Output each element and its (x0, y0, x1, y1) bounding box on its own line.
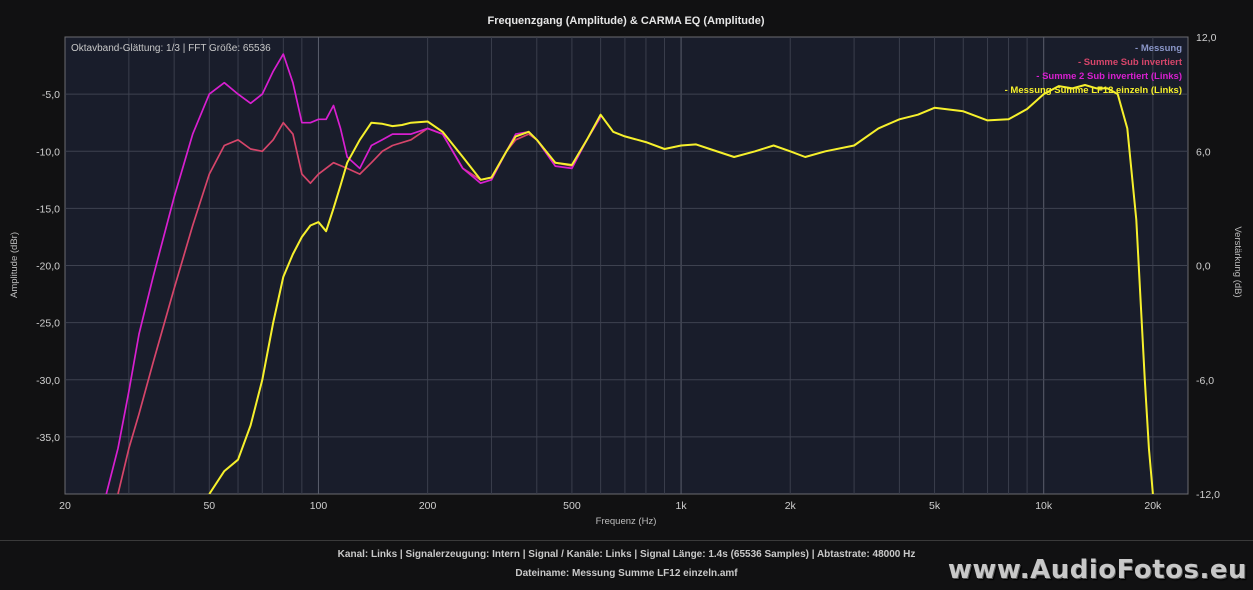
frequency-response-chart: Frequenzgang (Amplitude) & CARMA EQ (Amp… (9, 15, 1243, 527)
series-line-3 (208, 84, 1154, 494)
watermark-logo: www.AudioFotos.eu (947, 555, 1247, 585)
y2-tick-label: 0,0 (1196, 261, 1211, 273)
x-tick-label: 20k (1144, 500, 1162, 512)
legend-entry: - Messung Summe LF12 einzeln (Links) (1005, 85, 1182, 96)
y-tick-label: -10,0 (36, 146, 60, 158)
y2-tick-label: 6,0 (1196, 146, 1211, 158)
chart-title: Frequenzgang (Amplitude) & CARMA EQ (Amp… (487, 15, 764, 27)
y-tick-label: -35,0 (36, 432, 60, 444)
x-axis-label: Frequenz (Hz) (596, 516, 657, 527)
footer: Kanal: Links | Signalerzeugung: Intern |… (0, 540, 1253, 590)
x-tick-label: 500 (563, 500, 581, 512)
y2-tick-label: 12,0 (1196, 32, 1217, 44)
y-tick-label: -20,0 (36, 261, 60, 273)
y-tick-label: -15,0 (36, 203, 60, 215)
grid-lines (65, 37, 1188, 494)
y-axis-label: Amplitude (dBr) (9, 232, 20, 298)
series-line-1 (117, 116, 602, 494)
legend-entry: - Summe Sub invertiert (1078, 57, 1183, 68)
x-tick-label: 50 (203, 500, 215, 512)
y2-tick-label: -6,0 (1196, 375, 1214, 387)
x-tick-label: 20 (59, 500, 71, 512)
x-tick-label: 10k (1035, 500, 1053, 512)
legend: - Messung - Summe Sub invertiert - Summe 2… (1005, 43, 1183, 96)
smoothing-info: Oktavband-Glättung: 1/3 | FFT Größe: 655… (71, 43, 271, 54)
y-tick-labels: -5,0 -10,0 -15,0 -20,0 -25,0 -30,0 -35,0 (36, 89, 60, 444)
x-tick-label: 1k (676, 500, 688, 512)
y2-axis-label: Verstärkung (dB) (1232, 226, 1243, 297)
filename-info: Dateiname: Messung Summe LF12 einzeln.am… (515, 568, 738, 579)
x-tick-label: 2k (785, 500, 797, 512)
y-tick-label: -25,0 (36, 318, 60, 330)
y2-tick-label: -12,0 (1196, 489, 1220, 501)
y-tick-label: -30,0 (36, 375, 60, 387)
x-tick-label: 100 (310, 500, 328, 512)
signal-info: Kanal: Links | Signalerzeugung: Intern |… (337, 549, 916, 560)
y-tick-label: -5,0 (42, 89, 60, 101)
legend-entry: - Messung (1135, 43, 1182, 54)
x-tick-label: 200 (419, 500, 437, 512)
y2-tick-labels: 12,0 6,0 0,0 -6,0 -12,0 (1196, 32, 1220, 501)
legend-entry: - Summe 2 Sub invertiert (Links) (1036, 71, 1182, 82)
x-tick-labels: 20 50 100 200 500 1k 2k 5k 10k 20k (59, 500, 1162, 512)
x-tick-label: 5k (929, 500, 941, 512)
data-curves (105, 53, 1154, 494)
